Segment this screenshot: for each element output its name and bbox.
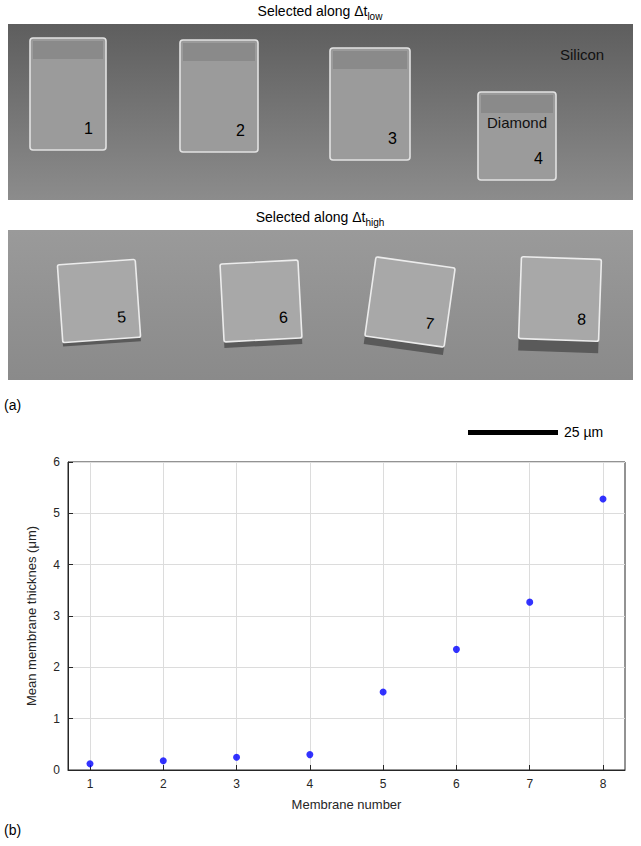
svg-text:1: 1	[53, 712, 60, 726]
svg-text:2: 2	[160, 777, 167, 791]
svg-text:8: 8	[600, 777, 607, 791]
svg-text:7: 7	[424, 314, 435, 332]
svg-text:7: 7	[526, 777, 533, 791]
svg-text:4: 4	[534, 150, 543, 167]
svg-text:1: 1	[87, 777, 94, 791]
svg-text:Selected along Δthigh: Selected along Δthigh	[256, 209, 385, 228]
svg-text:4: 4	[53, 558, 60, 572]
svg-text:2: 2	[53, 660, 60, 674]
svg-text:Mean membrane thicknes (μm): Mean membrane thicknes (μm)	[24, 526, 39, 706]
svg-text:3: 3	[388, 130, 397, 147]
svg-text:3: 3	[233, 777, 240, 791]
svg-text:25 µm: 25 µm	[564, 424, 603, 440]
svg-text:0: 0	[53, 763, 60, 777]
svg-text:4: 4	[307, 777, 314, 791]
svg-text:8: 8	[577, 311, 587, 328]
svg-text:Silicon: Silicon	[560, 46, 604, 63]
svg-text:1: 1	[84, 120, 93, 137]
svg-text:5: 5	[380, 777, 387, 791]
svg-text:5: 5	[53, 506, 60, 520]
svg-text:Selected along Δtlow: Selected along Δtlow	[258, 3, 384, 22]
svg-text:6: 6	[453, 777, 460, 791]
svg-text:2: 2	[236, 122, 245, 139]
svg-text:6: 6	[53, 455, 60, 469]
svg-text:5: 5	[117, 308, 127, 326]
svg-text:Membrane number: Membrane number	[292, 797, 402, 812]
svg-text:(a): (a)	[4, 397, 21, 413]
svg-text:6: 6	[278, 309, 288, 326]
svg-text:Diamond: Diamond	[487, 114, 547, 131]
svg-text:3: 3	[53, 609, 60, 623]
html-text:(b): (b)	[4, 822, 22, 838]
